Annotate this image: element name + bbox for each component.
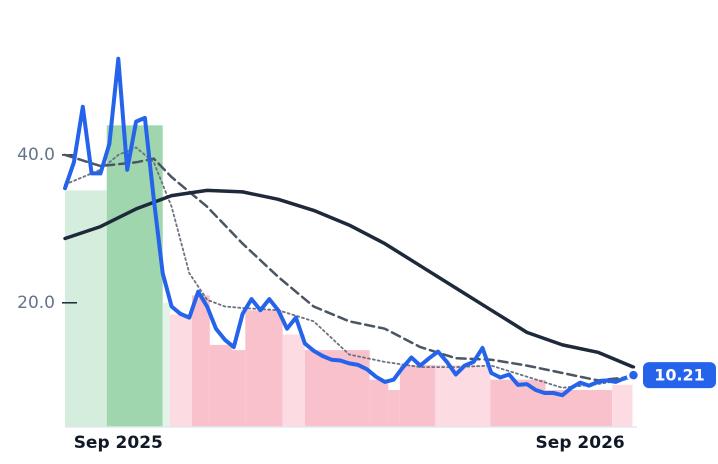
- band: [369, 379, 389, 427]
- band: [245, 310, 283, 427]
- last-value-label: 10.21: [654, 366, 705, 385]
- band: [192, 295, 210, 427]
- y-tick-label: 20.0: [17, 293, 55, 313]
- band: [209, 344, 232, 427]
- band: [399, 364, 436, 427]
- y-tick-label: 40.0: [17, 145, 55, 165]
- band: [282, 334, 305, 427]
- band: [304, 350, 370, 427]
- x-tick-label: Sep 2026: [536, 433, 625, 453]
- band: [169, 314, 193, 427]
- band: [106, 125, 163, 428]
- series-line: [63, 56, 636, 398]
- x-tick-label: Sep 2025: [74, 433, 163, 453]
- band: [545, 390, 613, 427]
- band: [490, 379, 546, 427]
- last-value-pill: [643, 362, 716, 389]
- band: [435, 364, 491, 427]
- band: [612, 384, 633, 427]
- band: [231, 350, 246, 427]
- band: [388, 390, 400, 427]
- last-point: [626, 368, 641, 382]
- band: [162, 302, 170, 427]
- series-line: [63, 188, 636, 369]
